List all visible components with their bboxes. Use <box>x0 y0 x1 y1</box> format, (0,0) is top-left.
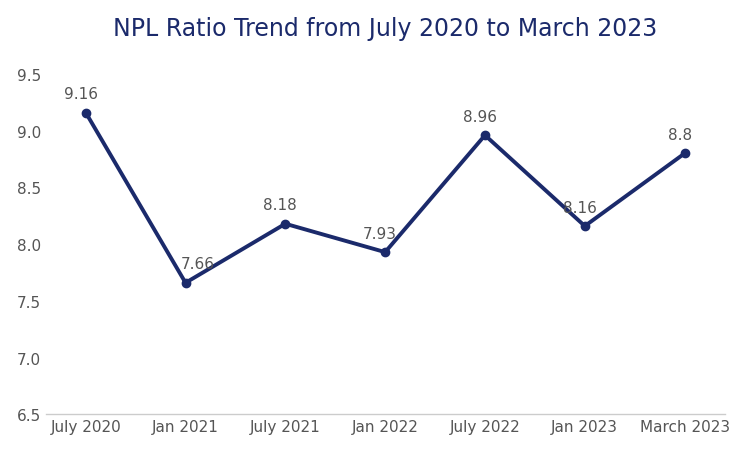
Text: 7.93: 7.93 <box>363 226 397 241</box>
Text: 8.8: 8.8 <box>668 128 692 143</box>
Text: 8.96: 8.96 <box>463 110 497 124</box>
Title: NPL Ratio Trend from July 2020 to March 2023: NPL Ratio Trend from July 2020 to March … <box>113 17 657 41</box>
Text: 8.16: 8.16 <box>563 200 597 215</box>
Text: 9.16: 9.16 <box>64 87 98 102</box>
Text: 7.66: 7.66 <box>180 257 214 272</box>
Text: 8.18: 8.18 <box>263 198 297 213</box>
